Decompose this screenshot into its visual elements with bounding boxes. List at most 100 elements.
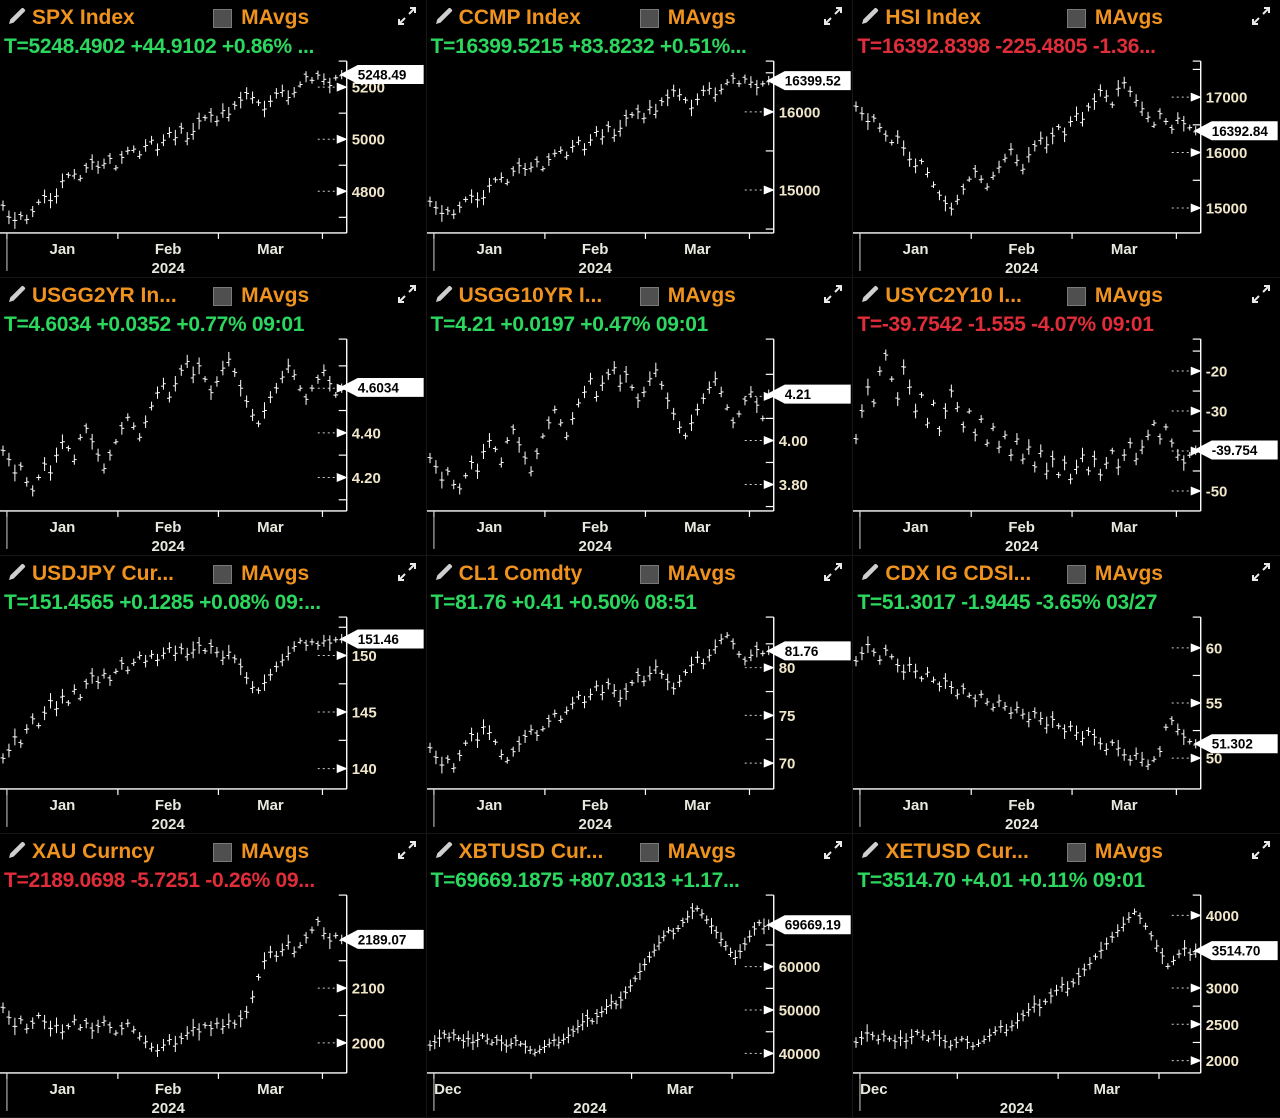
y-tick-label: 2000 <box>352 1035 385 1052</box>
mavgs-checkbox[interactable] <box>1066 8 1086 28</box>
mavgs-label[interactable]: MAvgs <box>667 6 736 29</box>
pencil-edit-icon[interactable] <box>433 561 459 588</box>
mavgs-label[interactable]: MAvgs <box>667 562 736 585</box>
mavgs-checkbox[interactable] <box>1066 842 1086 862</box>
price-chart[interactable]: Jan Feb Mar 2024 60 55 50 51.302 <box>853 614 1280 833</box>
y-tick-label: 4.20 <box>352 470 381 487</box>
ticker-label[interactable]: XBTUSD Cur... <box>458 840 604 863</box>
pencil-edit-icon[interactable] <box>6 5 32 32</box>
x-tick-label: Feb <box>1009 519 1036 536</box>
pencil-edit-icon[interactable] <box>859 5 885 32</box>
x-tick-label: Feb <box>155 519 182 536</box>
last-price-box <box>766 384 851 404</box>
pencil-edit-icon[interactable] <box>433 283 459 310</box>
price-chart[interactable]: Dec Mar 2024 4000 3000 2500 2000 3514.70 <box>853 892 1280 1117</box>
ticker-label[interactable]: USYC2Y10 I... <box>885 284 1022 307</box>
ticker-label[interactable]: XAU Curncy <box>32 840 155 863</box>
last-price-label: 81.76 <box>784 644 818 659</box>
ticker-label[interactable]: XETUSD Cur... <box>885 840 1029 863</box>
quote-line: T=81.76 +0.41 +0.50% 08:51 <box>430 591 697 614</box>
x-tick-label: Mar <box>257 1081 284 1098</box>
mavgs-label[interactable]: MAvgs <box>1094 6 1163 29</box>
pencil-edit-icon[interactable] <box>433 5 459 32</box>
mavgs-checkbox[interactable] <box>639 286 659 306</box>
mavgs-label[interactable]: MAvgs <box>1094 284 1163 307</box>
chart-panel-spx: SPX Index MAvgs T=5248.4902 +44.9102 +0.… <box>0 0 427 278</box>
ticker-label[interactable]: CCMP Index <box>458 6 581 29</box>
expand-icon[interactable] <box>396 561 418 588</box>
price-chart[interactable]: Jan Feb Mar 2024 17000 16000 15000 16392.84 <box>853 58 1280 277</box>
x-tick-label: Mar <box>1111 519 1138 536</box>
mavgs-label[interactable]: MAvgs <box>241 284 310 307</box>
expand-icon[interactable] <box>396 283 418 310</box>
ticker-label[interactable]: HSI Index <box>885 6 982 29</box>
last-price-label: 151.46 <box>358 632 399 647</box>
year-label: 2024 <box>578 538 612 555</box>
mavgs-label[interactable]: MAvgs <box>1094 562 1163 585</box>
chart-panel-hsi: HSI Index MAvgs T=16392.8398 -225.4805 -… <box>853 0 1280 278</box>
mavgs-label[interactable]: MAvgs <box>241 6 310 29</box>
mavgs-label[interactable]: MAvgs <box>667 284 736 307</box>
ticker-label[interactable]: CL1 Comdty <box>458 562 583 585</box>
pencil-edit-icon[interactable] <box>859 283 885 310</box>
ticker-label[interactable]: USGG10YR I... <box>458 284 603 307</box>
mavgs-label[interactable]: MAvgs <box>1094 840 1163 863</box>
y-tick-label: 145 <box>352 705 377 722</box>
price-chart[interactable]: Jan Feb Mar 2024 80 75 70 81.76 <box>426 614 853 833</box>
price-chart[interactable]: Jan Feb Mar 2024 150 145 140 151.46 <box>0 614 426 833</box>
pencil-edit-icon[interactable] <box>6 839 32 866</box>
mavgs-label[interactable]: MAvgs <box>241 562 310 585</box>
ticker-label[interactable]: CDX IG CDSI... <box>885 562 1032 585</box>
y-tick-label: 15000 <box>778 182 820 199</box>
pencil-edit-icon[interactable] <box>6 283 32 310</box>
expand-icon[interactable] <box>396 5 418 32</box>
expand-icon[interactable] <box>822 561 844 588</box>
expand-icon[interactable] <box>822 5 844 32</box>
panel-header: XAU Curncy MAvgs <box>0 834 426 867</box>
quote-line: T=-39.7542 -1.555 -4.07% 09:01 <box>857 313 1154 336</box>
mavgs-label[interactable]: MAvgs <box>667 840 736 863</box>
last-price-label: 16392.84 <box>1212 124 1269 139</box>
price-bars <box>0 351 345 497</box>
pencil-edit-icon[interactable] <box>859 839 885 866</box>
mavgs-checkbox[interactable] <box>639 564 659 584</box>
pencil-edit-icon[interactable] <box>6 561 32 588</box>
panel-header: USDJPY Cur... MAvgs <box>0 556 426 589</box>
mavgs-checkbox[interactable] <box>213 286 233 306</box>
price-chart[interactable]: Jan Feb Mar 2024 2100 2000 2189.07 <box>0 892 426 1117</box>
mavgs-checkbox[interactable] <box>639 8 659 28</box>
y-tick-label: 140 <box>352 761 377 778</box>
ticker-label[interactable]: USDJPY Cur... <box>32 562 174 585</box>
quote-line: T=5248.4902 +44.9102 +0.86% ... <box>4 35 315 58</box>
y-tick-label: 3000 <box>1206 981 1239 998</box>
mavgs-checkbox[interactable] <box>1066 564 1086 584</box>
y-tick-label: 50000 <box>778 1003 820 1020</box>
mavgs-checkbox[interactable] <box>213 842 233 862</box>
y-tick-label: 80 <box>778 660 795 677</box>
expand-icon[interactable] <box>1250 283 1272 310</box>
y-tick-label: 75 <box>778 708 795 725</box>
expand-icon[interactable] <box>396 839 418 866</box>
expand-icon[interactable] <box>1250 561 1272 588</box>
mavgs-checkbox[interactable] <box>213 564 233 584</box>
x-tick-label: Mar <box>684 797 711 814</box>
ticker-label[interactable]: SPX Index <box>32 6 135 29</box>
panel-header: CCMP Index MAvgs <box>427 0 853 33</box>
price-chart[interactable]: Jan Feb Mar 2024 16000 15000 16399.52 <box>426 58 853 277</box>
mavgs-checkbox[interactable] <box>1066 286 1086 306</box>
ticker-label[interactable]: USGG2YR In... <box>32 284 177 307</box>
mavgs-label[interactable]: MAvgs <box>241 840 310 863</box>
mavgs-checkbox[interactable] <box>639 842 659 862</box>
pencil-edit-icon[interactable] <box>859 561 885 588</box>
pencil-edit-icon[interactable] <box>433 839 459 866</box>
expand-icon[interactable] <box>822 839 844 866</box>
price-chart[interactable]: Jan Feb Mar 2024 5200 5000 4800 5248.49 <box>0 58 426 277</box>
expand-icon[interactable] <box>1250 5 1272 32</box>
expand-icon[interactable] <box>1250 839 1272 866</box>
expand-icon[interactable] <box>822 283 844 310</box>
price-chart[interactable]: Dec Mar 2024 60000 50000 40000 69669.19 <box>426 892 853 1117</box>
mavgs-checkbox[interactable] <box>213 8 233 28</box>
